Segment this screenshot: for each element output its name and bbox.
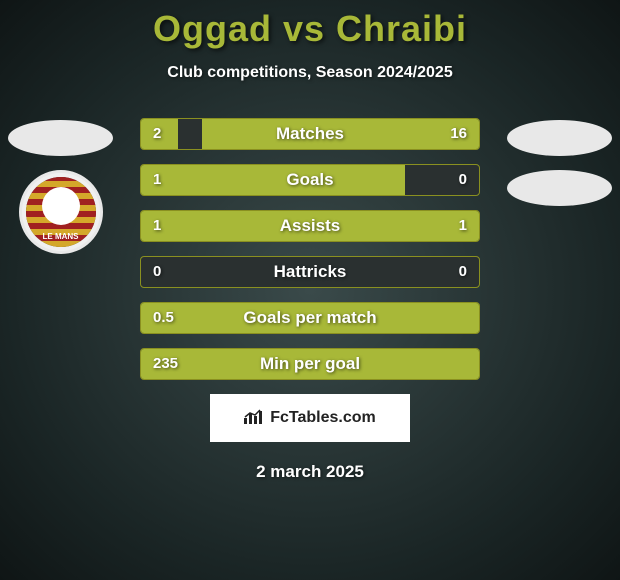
club-badge-left: LE MANS (19, 170, 103, 254)
badge-text: LE MANS (26, 232, 96, 241)
soccer-ball-icon (42, 187, 80, 225)
badge-inner: LE MANS (26, 177, 96, 247)
stat-row: 1Goals0 (140, 164, 480, 196)
stats-panel: 2Matches161Goals01Assists10Hattricks00.5… (140, 118, 480, 380)
player-right-column (507, 120, 612, 220)
page-title: Oggad vs Chraibi (0, 8, 620, 50)
player-left-placeholder (8, 120, 113, 156)
stat-value-right: 16 (450, 119, 467, 149)
date-label: 2 march 2025 (0, 462, 620, 482)
branding-label: FcTables.com (270, 409, 376, 427)
subtitle: Club competitions, Season 2024/2025 (0, 64, 620, 82)
comparison-card: Oggad vs Chraibi Club competitions, Seas… (0, 0, 620, 482)
branding-banner[interactable]: FcTables.com (210, 394, 410, 442)
stat-row: 1Assists1 (140, 210, 480, 242)
chart-icon (244, 408, 264, 429)
stat-row: 235Min per goal (140, 348, 480, 380)
stat-value-right: 1 (459, 211, 467, 241)
stat-row: 0Hattricks0 (140, 256, 480, 288)
stat-value-right: 0 (459, 165, 467, 195)
stat-value-right: 0 (459, 257, 467, 287)
stat-label: Hattricks (141, 257, 479, 287)
stat-label: Assists (141, 211, 479, 241)
player-left-column: LE MANS (8, 120, 113, 254)
stat-label: Goals per match (141, 303, 479, 333)
stat-label: Goals (141, 165, 479, 195)
player-right-placeholder (507, 120, 612, 156)
stat-row: 2Matches16 (140, 118, 480, 150)
stat-label: Min per goal (141, 349, 479, 379)
stat-label: Matches (141, 119, 479, 149)
stat-row: 0.5Goals per match (140, 302, 480, 334)
club-right-placeholder (507, 170, 612, 206)
